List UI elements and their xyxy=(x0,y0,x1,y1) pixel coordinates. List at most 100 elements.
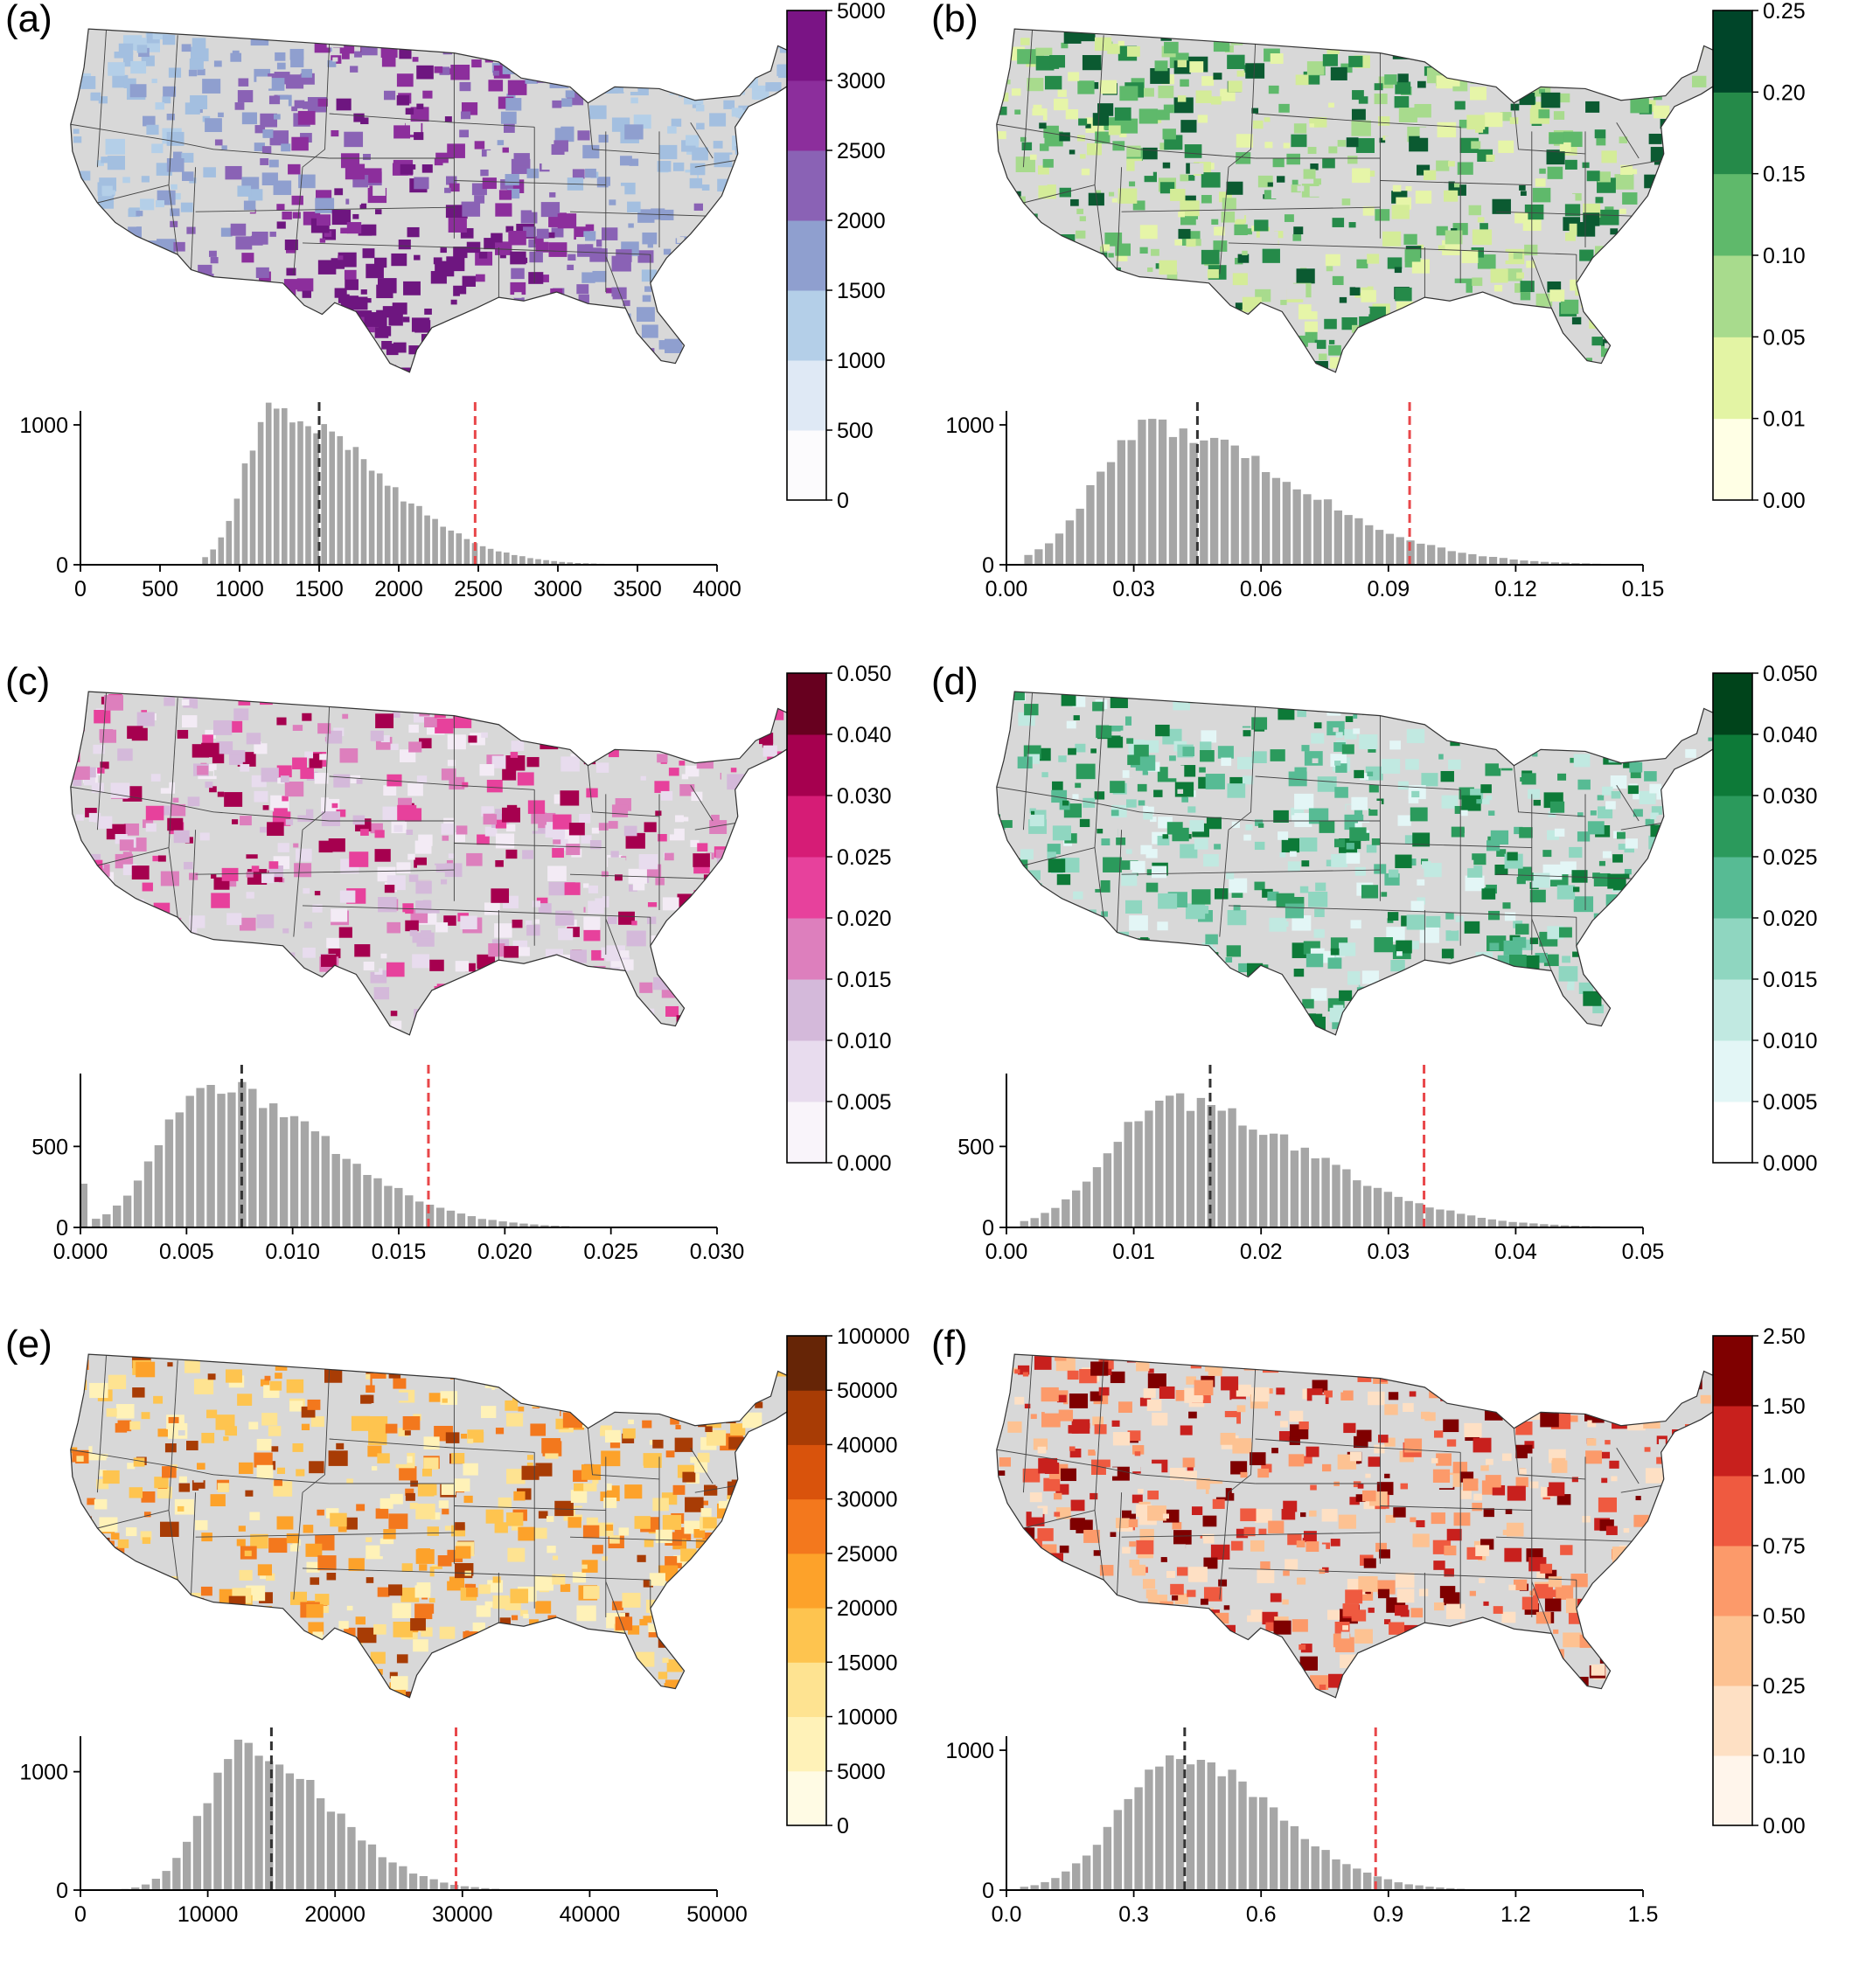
map-cell xyxy=(1059,801,1070,810)
histogram-bar xyxy=(1041,1213,1049,1227)
histogram-bar xyxy=(321,424,327,565)
map-cell xyxy=(327,59,337,67)
map-cell xyxy=(511,50,531,66)
map-cell xyxy=(79,258,93,270)
map-cell xyxy=(482,177,497,190)
map-cell xyxy=(576,51,584,58)
map-cell xyxy=(1072,794,1079,800)
map-cell xyxy=(1269,917,1287,932)
map-cell xyxy=(1593,872,1611,886)
map-cell xyxy=(1507,1025,1522,1035)
map-cell xyxy=(1368,784,1379,793)
map-cell xyxy=(252,1029,258,1034)
map-cell xyxy=(1488,810,1495,816)
map-cell xyxy=(237,845,252,856)
map-cell xyxy=(1602,851,1612,858)
map-cell xyxy=(1274,231,1284,239)
map-cell xyxy=(1084,309,1092,316)
map-cell xyxy=(1448,759,1461,770)
map-cell xyxy=(157,1616,173,1629)
map-cell xyxy=(223,1436,229,1442)
map-cell xyxy=(257,1479,269,1490)
map-cell xyxy=(297,326,317,342)
map-cell xyxy=(1673,137,1680,142)
map-cell xyxy=(1095,131,1111,144)
map-cell xyxy=(198,1674,208,1683)
map-cell xyxy=(630,53,643,64)
map-cell xyxy=(583,928,601,942)
map-cell xyxy=(440,247,447,254)
map-cell xyxy=(1012,208,1022,217)
map-cell xyxy=(1477,217,1485,223)
histogram-bar xyxy=(425,1205,435,1227)
map-cell xyxy=(1520,349,1527,355)
map-cell xyxy=(376,284,393,299)
histogram-bar xyxy=(1447,551,1456,565)
map-cell xyxy=(774,1658,783,1665)
map-cell xyxy=(399,49,412,59)
map-cell xyxy=(1485,699,1498,709)
map-cell xyxy=(1513,887,1524,897)
histogram-bar xyxy=(226,520,233,565)
x-tick-label: 2500 xyxy=(454,577,503,601)
map-cell xyxy=(154,936,164,944)
histogram-bar xyxy=(1313,499,1322,565)
map-cell xyxy=(328,1450,348,1466)
map-cell xyxy=(1135,754,1156,771)
map-cell xyxy=(682,1471,696,1483)
map-cell xyxy=(665,1450,675,1458)
map-cell xyxy=(1358,96,1368,104)
map-cell xyxy=(181,1651,192,1660)
map-cell xyxy=(212,1675,219,1682)
map-cell xyxy=(741,1381,754,1392)
map-cell xyxy=(1014,962,1029,973)
histogram-bar xyxy=(1220,439,1229,565)
map-cell xyxy=(468,969,476,975)
state-border xyxy=(1022,692,1034,831)
map-cell xyxy=(1509,117,1519,124)
map-cell xyxy=(238,78,249,87)
map-cell xyxy=(570,949,587,963)
map-cell xyxy=(280,775,289,783)
map-cell xyxy=(543,1025,551,1032)
map-cell xyxy=(1184,144,1202,158)
map-cell xyxy=(472,1622,485,1633)
map-cell xyxy=(162,96,171,104)
map-cell xyxy=(468,320,488,336)
map-cell xyxy=(391,1020,402,1030)
map-cell xyxy=(1681,244,1689,251)
map-cell xyxy=(1586,949,1598,957)
map-cell xyxy=(1264,190,1277,200)
map-cell xyxy=(1161,349,1180,365)
map-cell xyxy=(619,739,628,746)
map-cell xyxy=(609,1535,620,1544)
histogram-bar xyxy=(1479,556,1487,565)
map-cell xyxy=(291,136,309,151)
map-cell xyxy=(481,149,491,157)
map-cell xyxy=(1436,226,1448,236)
map-cell xyxy=(262,129,274,138)
histogram-bar xyxy=(477,1219,486,1227)
map-cell xyxy=(697,1452,710,1463)
histogram-bar xyxy=(1550,1224,1559,1227)
map-cell xyxy=(453,1032,460,1035)
map-cell xyxy=(1030,172,1048,186)
map-cell xyxy=(763,800,771,806)
map-cell xyxy=(629,1654,635,1660)
map-cell xyxy=(582,1525,600,1539)
map-cell xyxy=(720,1007,730,1016)
map-cell xyxy=(1612,244,1629,257)
map-cell xyxy=(734,961,750,975)
map-cell xyxy=(582,144,600,159)
map-cell xyxy=(447,1576,465,1591)
map-cell xyxy=(172,797,179,803)
map-cell xyxy=(1227,910,1247,926)
map-cell xyxy=(191,38,208,51)
map-cell xyxy=(1326,29,1340,38)
map-cell xyxy=(397,1358,407,1366)
map-cell xyxy=(162,1466,177,1478)
map-cell xyxy=(131,325,140,332)
map-cell xyxy=(1006,911,1017,919)
map-cell xyxy=(702,953,710,959)
map-cell xyxy=(1481,888,1496,900)
